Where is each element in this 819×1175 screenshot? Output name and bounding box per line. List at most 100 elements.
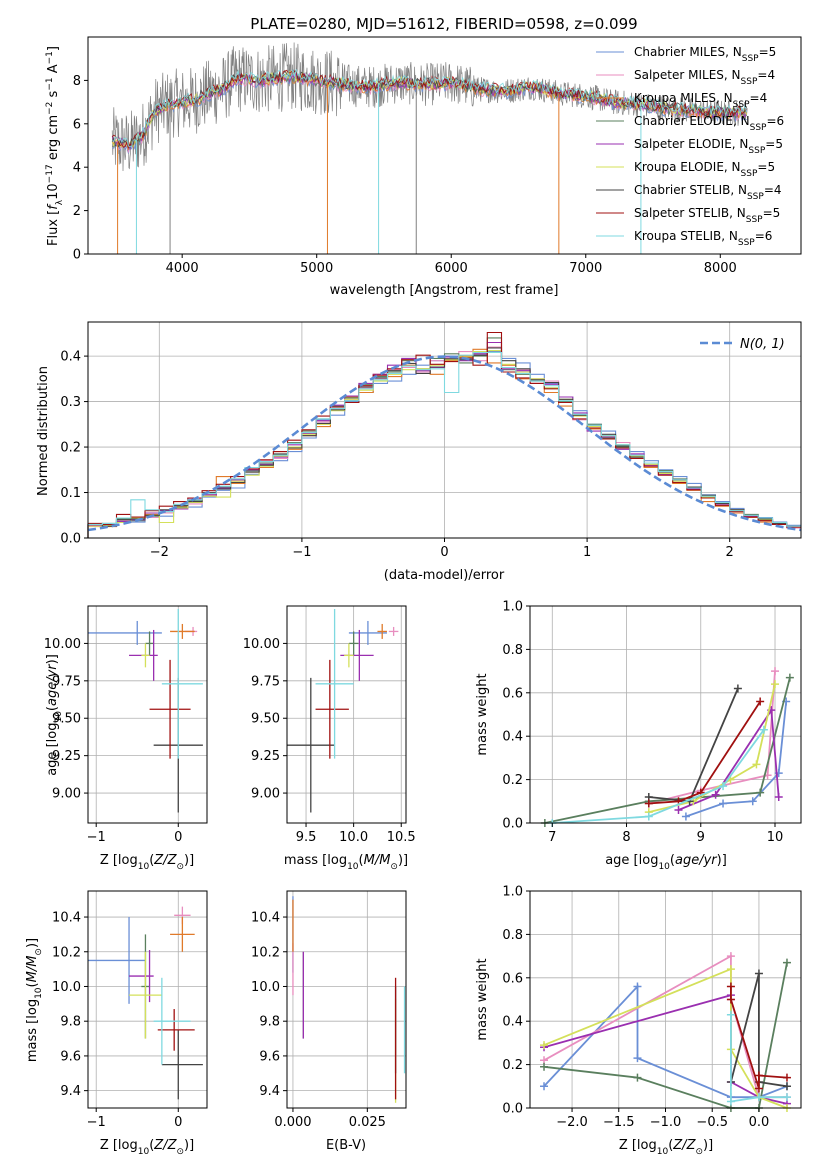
y-tick-label: 10.4 [251, 911, 280, 926]
axes-spectrum: 4000 5000 6000 7000 8000 0 2 4 6 8 [73, 36, 802, 276]
grid-lines [287, 891, 406, 1108]
x-tick-label: 10 [767, 830, 784, 845]
x-axis-label: E(B-V) [326, 1138, 366, 1153]
x-axis-label: wavelength [Angstrom, rest frame] [330, 283, 559, 298]
weight-marker [726, 1010, 735, 1019]
y-tick-label: 0.2 [502, 1058, 523, 1073]
x-tick-label: 2 [726, 545, 734, 560]
error-bar-point [88, 620, 162, 645]
axes-mass-vs-EBV: 0.000 0.025 9.4 9.6 9.8 10.0 10.2 10.4 [251, 890, 407, 1130]
y-tick-label: 9.6 [60, 1049, 81, 1064]
y-tick-label: 10.0 [52, 980, 81, 995]
error-bar-point [287, 677, 335, 813]
y-tick-label: 2 [73, 204, 81, 219]
weight-series [544, 677, 791, 824]
error-bar-point [161, 1029, 203, 1100]
grid-lines [88, 606, 207, 823]
model-spectrum [111, 69, 748, 149]
weight-marker [726, 1097, 735, 1106]
y-tick-label: 9.8 [60, 1015, 81, 1030]
weight-marker [756, 788, 765, 797]
y-tick-label: 9.4 [259, 1084, 280, 1099]
plot-area [88, 608, 203, 813]
weight-marker [748, 797, 757, 806]
y-tick-label: 0.8 [502, 643, 523, 658]
weight-marker [726, 995, 735, 1004]
axes-weight-vs-Z: −2.0 −1.5 −1.0 −0.5 0.0 0.0 0.2 0.4 0.6 0.8 1.0 [502, 885, 802, 1130]
y-tick-label: 9.50 [251, 712, 280, 727]
error-bar-point [129, 950, 154, 1003]
x-axis-label: Z [log10(Z/Z⊙)] [619, 1138, 713, 1157]
weight-marker [711, 790, 720, 799]
weight-marker [756, 697, 765, 706]
weight-marker [644, 799, 653, 808]
y-tick-label: 0.0 [502, 1102, 523, 1117]
legend: Chabrier MILES, NSSP=5 Salpeter MILES, NS… [596, 45, 784, 248]
x-tick-label: 0.000 [274, 1115, 311, 1130]
x-tick-label: −2.0 [556, 1115, 588, 1130]
legend-entry: Kroupa STELIB, NSSP=6 [634, 229, 772, 248]
plot-area [111, 42, 748, 254]
weight-marker [644, 812, 653, 821]
y-tick-label: 0.2 [502, 773, 523, 788]
weight-marker [752, 760, 761, 769]
weight-marker [771, 667, 780, 676]
weight-marker [754, 1084, 763, 1093]
y-axis-label: mass weight [475, 673, 490, 755]
error-bar-point [315, 659, 349, 759]
y-tick-label: 10.0 [251, 980, 280, 995]
y-tick-label: 9.00 [251, 787, 280, 802]
y-axis-label: Normed distribution [36, 366, 51, 496]
weight-series [730, 973, 788, 1088]
x-tick-label: 10.5 [387, 830, 416, 845]
y-tick-label: 0.0 [502, 817, 523, 832]
legend-entry: Salpeter ELODIE, NSSP=5 [634, 137, 783, 156]
legend-entry: Chabrier MILES, NSSP=5 [634, 45, 776, 64]
axes-weight-vs-age: 7 8 9 10 0.0 0.2 0.4 0.6 0.8 1.0 [502, 600, 802, 845]
error-bar-point [88, 917, 146, 1004]
axes-age-vs-Z: −1 0 9.00 9.25 9.50 9.75 10.00 [44, 605, 208, 845]
error-bar-point [141, 643, 150, 668]
weight-marker [771, 680, 780, 689]
legend-entry: N(0, 1) [740, 337, 785, 352]
y-tick-label: 10.2 [251, 945, 280, 960]
y-tick-label: 6 [73, 117, 81, 132]
x-tick-label: 0 [440, 545, 448, 560]
axes-residuals: −2 −1 0 1 2 0.0 0.1 0.2 0.3 0.4 [60, 321, 802, 560]
weight-marker [726, 965, 735, 974]
legend-entry: Salpeter MILES, NSSP=4 [634, 68, 775, 87]
error-bar-point [344, 643, 354, 668]
weight-marker [540, 1041, 549, 1050]
grid-lines [287, 606, 406, 823]
y-tick-label: 4 [73, 161, 81, 176]
x-tick-label: 5000 [300, 261, 333, 276]
axes-frame [87, 890, 208, 1109]
weight-marker [782, 958, 791, 967]
y-axis-label: mass weight [475, 958, 490, 1040]
plot-area [87, 331, 802, 538]
x-axis-label: Z [log10(Z/Z⊙)] [100, 1138, 194, 1157]
axes-age-vs-mass: 9.5 10.0 10.5 9.00 9.25 9.50 9.75 10.00 [243, 605, 416, 845]
error-bar-point [388, 626, 399, 636]
x-tick-label: 9 [697, 830, 705, 845]
weight-marker [681, 812, 690, 821]
error-bar-point [377, 623, 387, 639]
weight-marker [759, 725, 768, 734]
weight-marker [540, 1082, 549, 1091]
axes-frame [87, 36, 802, 255]
legend-entry: Chabrier ELODIE, NSSP=6 [634, 114, 784, 133]
error-bar-point [170, 917, 195, 952]
axes-frame [286, 890, 407, 1109]
weight-marker [719, 782, 728, 791]
x-axis-label: Z [log10(Z/Z⊙)] [100, 853, 194, 872]
weight-marker [733, 684, 742, 693]
weight-marker [540, 1062, 549, 1071]
y-tick-label: 9.50 [52, 712, 81, 727]
weight-marker [674, 805, 683, 814]
x-tick-label: −1 [292, 545, 311, 560]
y-axis-label: age [log10(age/yr)] [45, 654, 64, 776]
weight-marker [633, 982, 642, 991]
x-axis-label: (data-model)/error [384, 568, 505, 583]
error-bar-point [149, 659, 191, 759]
x-tick-label: 0 [174, 830, 182, 845]
